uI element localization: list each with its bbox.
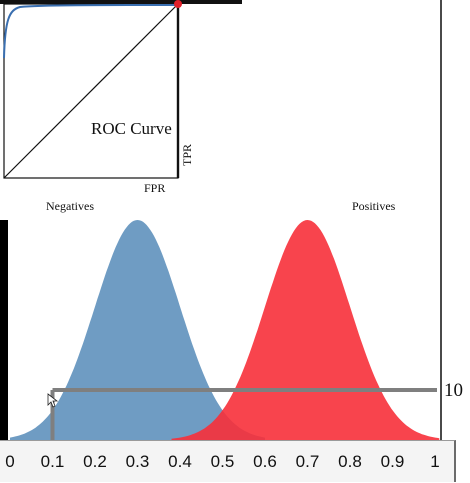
roc-y-label: TPR [180,144,194,166]
negatives-distribution [10,220,265,440]
cursor-arrow-icon [47,393,59,408]
roc-diagonal [3,3,179,179]
x-tick-label: 0.8 [338,452,362,471]
x-tick-label: 0.2 [83,452,107,471]
x-tick-label: 1 [430,452,440,471]
x-tick-label: 0.1 [40,452,65,471]
roc-operating-point[interactable] [174,0,182,8]
x-tick-label: 0.3 [125,452,150,471]
roc-curve [3,4,179,59]
left-edge-bar [0,220,8,442]
roc-x-label: FPR [144,181,165,195]
roc-title: ROC Curve [91,119,172,138]
top-edge-bar [0,0,242,4]
x-axis-strip [0,440,456,482]
x-tick-label: 0.4 [168,452,192,471]
right-frame-line [440,0,442,445]
roc-panel: ROC Curve FPR TPR [3,0,194,195]
x-tick-label: 0.5 [210,452,235,471]
x-tick-label: 0 [5,452,15,471]
x-tick-label: 0.9 [380,452,405,471]
positives-label: Positives [352,199,396,213]
positives-distribution [171,220,440,440]
threshold-marker[interactable] [47,388,437,442]
negatives-label: Negatives [46,199,94,213]
x-tick-label: 0.6 [253,452,277,471]
threshold-readout: 10 [444,380,463,401]
x-tick-label: 0.7 [295,452,320,471]
